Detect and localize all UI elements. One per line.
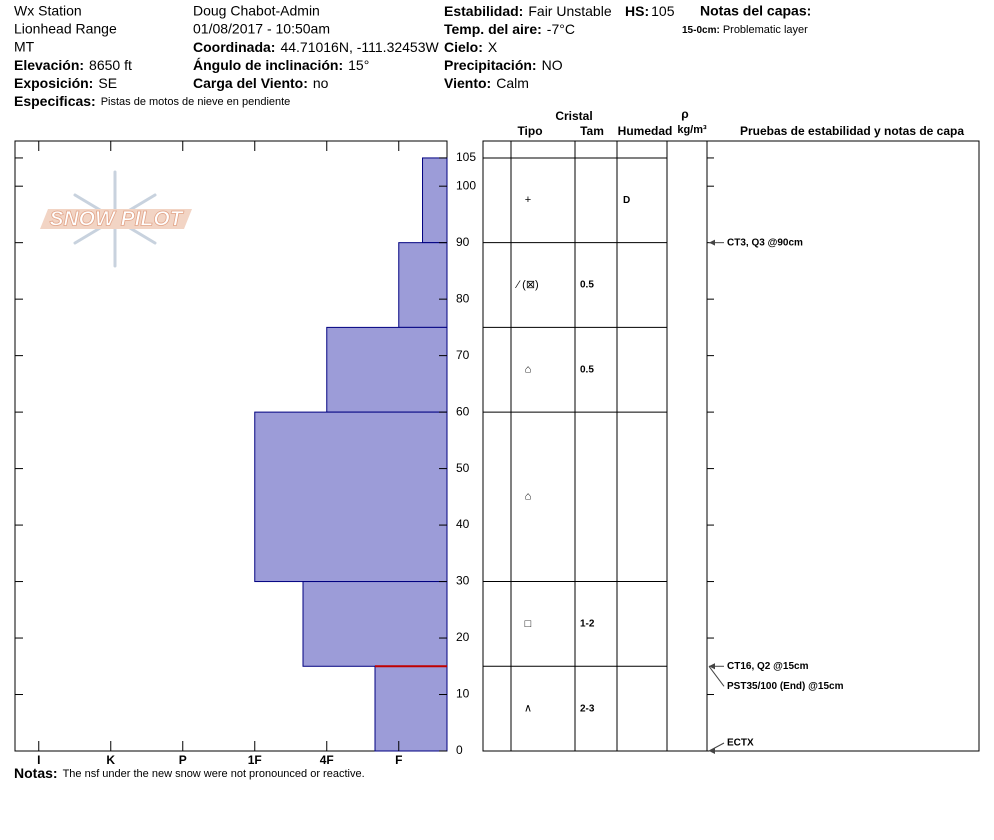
test-arrow <box>708 742 725 752</box>
crystal-type: □ <box>525 618 532 630</box>
col-crystal: Cristal <box>555 109 592 123</box>
y-tick-label: 70 <box>456 348 470 362</box>
crystal-size: 0.5 <box>580 280 594 291</box>
test-label: CT16, Q2 @15cm <box>727 661 809 672</box>
layer-notes-title: Notas del capas: <box>700 3 811 19</box>
y-tick-label: 50 <box>456 461 470 475</box>
slope: Ángulo de inclinación: 15° <box>193 57 369 73</box>
notes: Notas: The nsf under the new snow were no… <box>14 765 365 781</box>
observer: Doug Chabot-Admin <box>193 3 320 19</box>
test-label: PST35/100 (End) @15cm <box>727 681 844 692</box>
x-tick-label: K <box>106 753 115 767</box>
test-arrow <box>708 665 725 687</box>
y-tick-label: 90 <box>456 235 470 249</box>
y-tick-label: 60 <box>456 404 470 418</box>
station: Wx Station <box>14 3 82 19</box>
coordinates: Coordinada: 44.71016N, -111.32453W <box>193 39 439 55</box>
y-tick-label: 20 <box>456 630 470 644</box>
logo-text: SNOW PILOT <box>50 208 185 231</box>
x-tick-label: I <box>37 753 40 767</box>
y-tick-label: 40 <box>456 517 470 531</box>
y-tick-label: 10 <box>456 687 470 701</box>
col-size: Tam <box>580 124 604 138</box>
y-tick-label: 105 <box>456 150 476 164</box>
crystal-type: ⌂ <box>525 364 532 376</box>
col-type: Tipo <box>517 124 542 138</box>
moisture: D <box>623 195 630 206</box>
x-tick-label: P <box>179 753 187 767</box>
stability: Estabilidad: Fair Unstable <box>444 3 612 19</box>
crystal-size: 0.5 <box>580 364 594 375</box>
hardness-bar <box>302 581 448 667</box>
crystal-size: 1-2 <box>580 619 595 630</box>
wind-load: Carga del Viento: no <box>193 75 329 91</box>
aspect: Exposición: SE <box>14 75 117 91</box>
state: MT <box>14 39 35 55</box>
crystal-type: ⁄ (⊠) <box>514 279 538 291</box>
elevation: Elevación: 8650 ft <box>14 57 132 73</box>
x-tick-label: 1F <box>248 753 262 767</box>
range: Lionhead Range <box>14 21 117 37</box>
y-tick-label: 0 <box>456 743 463 757</box>
col-tests: Pruebas de estabilidad y notas de capa <box>740 124 964 138</box>
crystal-type: ⌂ <box>525 491 532 503</box>
hardness-bar <box>422 157 448 244</box>
hardness-bar <box>326 326 448 413</box>
col-density-unit: kg/m³ <box>677 124 707 136</box>
y-tick-label: 80 <box>456 291 470 305</box>
y-tick-label: 30 <box>456 574 470 588</box>
test-arrowhead <box>709 239 715 246</box>
specifics: Especificas: Pistas de motos de nieve en … <box>14 93 290 109</box>
col-moisture: Humedad <box>618 124 673 138</box>
hardness-bar <box>374 665 448 752</box>
x-tick-label: 4F <box>320 753 334 767</box>
wind: Viento: Calm <box>444 75 529 91</box>
test-arrowhead <box>709 748 715 754</box>
test-arrowhead <box>709 663 715 670</box>
sky: Cielo: X <box>444 39 498 55</box>
x-tick-label: F <box>395 753 402 767</box>
air-temp: Temp. del aire: -7°C <box>444 21 575 37</box>
test-label: CT3, Q3 @90cm <box>727 237 803 248</box>
col-density: ρ <box>681 107 688 121</box>
hardness-bar <box>398 242 448 328</box>
datetime: 01/08/2017 - 10:50am <box>193 21 330 37</box>
layer-note: 15-0cm: Problematic layer <box>682 24 808 36</box>
test-label: ECTX <box>727 738 754 749</box>
table-frame <box>482 140 980 752</box>
y-tick-label: 100 <box>456 178 476 192</box>
crystal-size: 2-3 <box>580 703 595 714</box>
precipitation: Precipitación: NO <box>444 57 563 73</box>
crystal-type: ∧ <box>524 703 532 715</box>
logo <box>40 170 192 268</box>
hardness-bar <box>254 411 448 583</box>
crystal-type: + <box>525 194 531 206</box>
hs: HS: 105 <box>625 3 675 19</box>
